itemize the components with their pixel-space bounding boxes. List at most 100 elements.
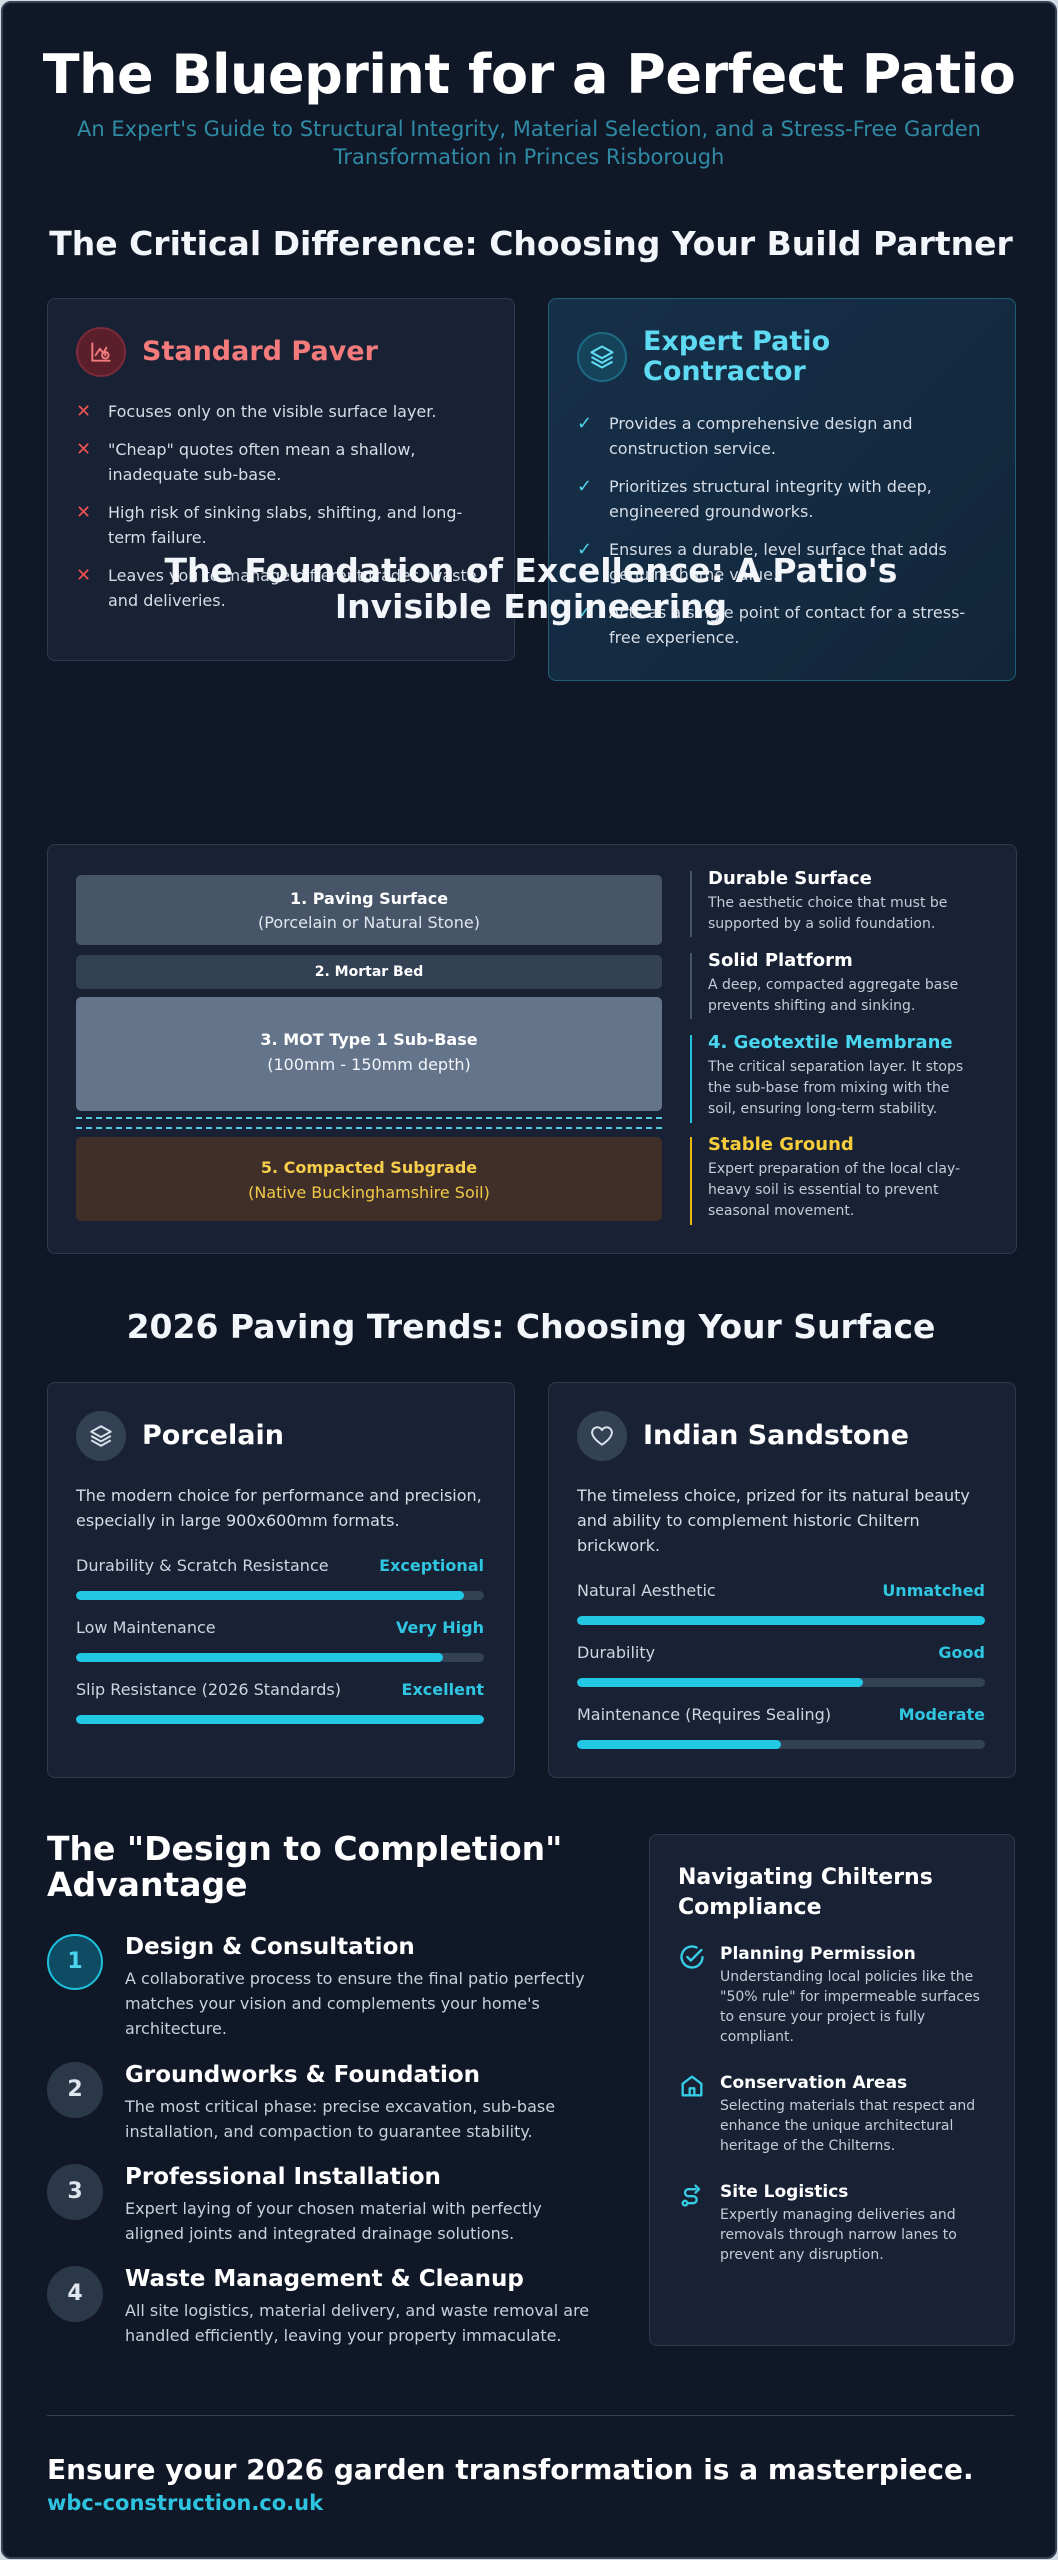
compliance-title: Navigating Chilterns Compliance bbox=[678, 1865, 933, 1920]
heart-icon bbox=[577, 1411, 627, 1461]
layers-icon bbox=[577, 332, 627, 382]
step-title: Groundworks & Foundation bbox=[125, 2062, 481, 2088]
expert-card-header: Expert Patio Contractor bbox=[577, 327, 943, 387]
porcelain-title: Porcelain bbox=[142, 1420, 284, 1451]
step-title: Waste Management & Cleanup bbox=[125, 2266, 524, 2292]
sandstone-description: The timeless choice, prized for its natu… bbox=[577, 1486, 970, 1555]
expert-points-list: ✓ Provides a comprehensive design and con… bbox=[577, 411, 987, 663]
list-item: ✕ Focuses only on the visible surface lay… bbox=[76, 401, 437, 422]
step-text: A collaborative process to ensure the fi… bbox=[125, 1969, 585, 2038]
check-icon: ✓ bbox=[577, 539, 593, 560]
page-title: The Blueprint for a Perfect Patio bbox=[42, 43, 1016, 106]
website-link[interactable]: wbc-construction.co.uk bbox=[47, 2491, 324, 2515]
sub-base-layer: 3. MOT Type 1 Sub-Base (100mm - 150mm de… bbox=[76, 997, 662, 1111]
progress-fill bbox=[76, 1591, 464, 1600]
list-item: ✓ Prioritizes structural integrity with d… bbox=[577, 474, 987, 524]
compliance-item-logistics: Site Logistics Expertly managing deliver… bbox=[678, 2181, 996, 2271]
porcelain-description: The modern choice for performance and pr… bbox=[76, 1486, 482, 1530]
progress-track bbox=[577, 1678, 985, 1687]
route-icon bbox=[678, 2181, 706, 2213]
standard-points-list: ✕ Focuses only on the visible surface lay… bbox=[76, 399, 496, 626]
note-stable-ground: Stable Ground Expert preparation of the … bbox=[690, 1134, 980, 1225]
metric-low-maintenance: Low Maintenance Very High bbox=[76, 1617, 484, 1662]
list-item: ✕ "Cheap" quotes often mean a shallow, in… bbox=[76, 437, 496, 487]
process-step: 1 Design & Consultation A collaborative … bbox=[47, 1934, 607, 2038]
metric-maintenance: Maintenance (Requires Sealing) Moderate bbox=[577, 1704, 985, 1749]
sandstone-title: Indian Sandstone bbox=[643, 1420, 909, 1451]
process-section-title: The "Design to Completion" Advantage bbox=[47, 1829, 563, 1904]
foundation-card: 1. Paving Surface (Porcelain or Natural … bbox=[47, 844, 1017, 1254]
layers-icon bbox=[76, 1411, 126, 1461]
sandstone-card-header: Indian Sandstone bbox=[577, 1411, 909, 1461]
geotextile-membrane-line bbox=[76, 1117, 662, 1119]
hero: The Blueprint for a Perfect Patio An Exp… bbox=[3, 39, 1055, 171]
process-step: 4 Waste Management & Cleanup All site lo… bbox=[47, 2266, 607, 2346]
expert-card-title: Expert Patio Contractor bbox=[643, 326, 831, 387]
metric-natural-aesthetic: Natural Aesthetic Unmatched bbox=[577, 1580, 985, 1625]
mortar-bed-layer: 2. Mortar Bed bbox=[76, 955, 662, 989]
cross-icon: ✕ bbox=[76, 502, 92, 523]
check-icon: ✓ bbox=[577, 413, 593, 434]
note-durable-surface: Durable Surface The aesthetic choice tha… bbox=[690, 868, 980, 937]
footer-divider bbox=[47, 2415, 1015, 2416]
step-number: 3 bbox=[47, 2164, 103, 2220]
geotextile-membrane-line bbox=[76, 1127, 662, 1129]
standard-paver-card: Standard Paver ✕ Focuses only on the visi… bbox=[47, 298, 515, 661]
check-icon: ✓ bbox=[577, 602, 593, 623]
foundation-section-title: The Foundation of Excellence: A Patio's … bbox=[164, 551, 898, 626]
porcelain-card-header: Porcelain bbox=[76, 1411, 284, 1461]
check-icon: ✓ bbox=[577, 476, 593, 497]
home-icon bbox=[678, 2072, 706, 2104]
standard-card-header: Standard Paver bbox=[76, 327, 378, 377]
progress-fill bbox=[577, 1678, 863, 1687]
progress-fill bbox=[577, 1740, 781, 1749]
cross-icon: ✕ bbox=[76, 565, 92, 586]
progress-track bbox=[577, 1740, 985, 1749]
note-geotextile-membrane: 4. Geotextile Membrane The critical sepa… bbox=[690, 1032, 980, 1123]
check-badge-icon bbox=[678, 1943, 706, 1975]
list-item: ✓ Provides a comprehensive design and con… bbox=[577, 411, 987, 461]
step-number: 1 bbox=[47, 1934, 103, 1990]
subgrade-layer: 5. Compacted Subgrade (Native Buckingham… bbox=[76, 1137, 662, 1221]
footer-cta: Ensure your 2026 garden transformation i… bbox=[47, 2453, 974, 2486]
paving-surface-layer: 1. Paving Surface (Porcelain or Natural … bbox=[76, 875, 662, 945]
cross-icon: ✕ bbox=[76, 439, 92, 460]
sandstone-card: Indian Sandstone The timeless choice, pr… bbox=[548, 1382, 1016, 1778]
progress-fill bbox=[76, 1715, 484, 1724]
metric-durability: Durability Good bbox=[577, 1642, 985, 1687]
progress-fill bbox=[577, 1616, 985, 1625]
progress-track bbox=[577, 1616, 985, 1625]
step-text: Expert laying of your chosen material wi… bbox=[125, 2199, 542, 2243]
list-item: ✕ High risk of sinking slabs, shifting, a… bbox=[76, 500, 496, 550]
compliance-item-conservation: Conservation Areas Selecting materials t… bbox=[678, 2072, 996, 2162]
metric-durability: Durability & Scratch Resistance Exception… bbox=[76, 1555, 484, 1600]
list-item: ✓ Acts as a single point of contact for a… bbox=[577, 600, 987, 650]
note-solid-platform: Solid Platform A deep, compacted aggrega… bbox=[690, 950, 980, 1019]
list-item: ✓ Ensures a durable, level surface that a… bbox=[577, 537, 987, 587]
process-step: 3 Professional Installation Expert layin… bbox=[47, 2164, 607, 2244]
metric-slip-resistance: Slip Resistance (2026 Standards) Excellen… bbox=[76, 1679, 484, 1724]
step-text: All site logistics, material delivery, a… bbox=[125, 2301, 590, 2345]
warning-chart-icon bbox=[76, 327, 126, 377]
cross-icon: ✕ bbox=[76, 401, 92, 422]
compliance-item-planning: Planning Permission Understanding local … bbox=[678, 1943, 996, 2053]
step-text: The most critical phase: precise excavat… bbox=[125, 2097, 556, 2141]
progress-track bbox=[76, 1591, 484, 1600]
step-title: Professional Installation bbox=[125, 2164, 441, 2190]
standard-card-title: Standard Paver bbox=[142, 336, 378, 367]
porcelain-card: Porcelain The modern choice for performa… bbox=[47, 1382, 515, 1778]
step-title: Design & Consultation bbox=[125, 1934, 415, 1960]
compliance-card: Navigating Chilterns Compliance Planning… bbox=[649, 1834, 1015, 2346]
page-subtitle: An Expert's Guide to Structural Integrit… bbox=[77, 117, 981, 169]
list-item: ✕ Leaves you to manage different trades, … bbox=[76, 563, 496, 613]
step-number: 2 bbox=[47, 2062, 103, 2118]
process-step: 2 Groundworks & Foundation The most crit… bbox=[47, 2062, 607, 2142]
expert-contractor-card: Expert Patio Contractor ✓ Provides a comp… bbox=[548, 298, 1016, 681]
step-number: 4 bbox=[47, 2266, 103, 2322]
progress-track bbox=[76, 1715, 484, 1724]
trends-section-title: 2026 Paving Trends: Choosing Your Surfac… bbox=[126, 1307, 936, 1346]
progress-fill bbox=[76, 1653, 444, 1662]
partner-section-title: The Critical Difference: Choosing Your B… bbox=[49, 224, 1013, 263]
progress-track bbox=[76, 1653, 484, 1662]
